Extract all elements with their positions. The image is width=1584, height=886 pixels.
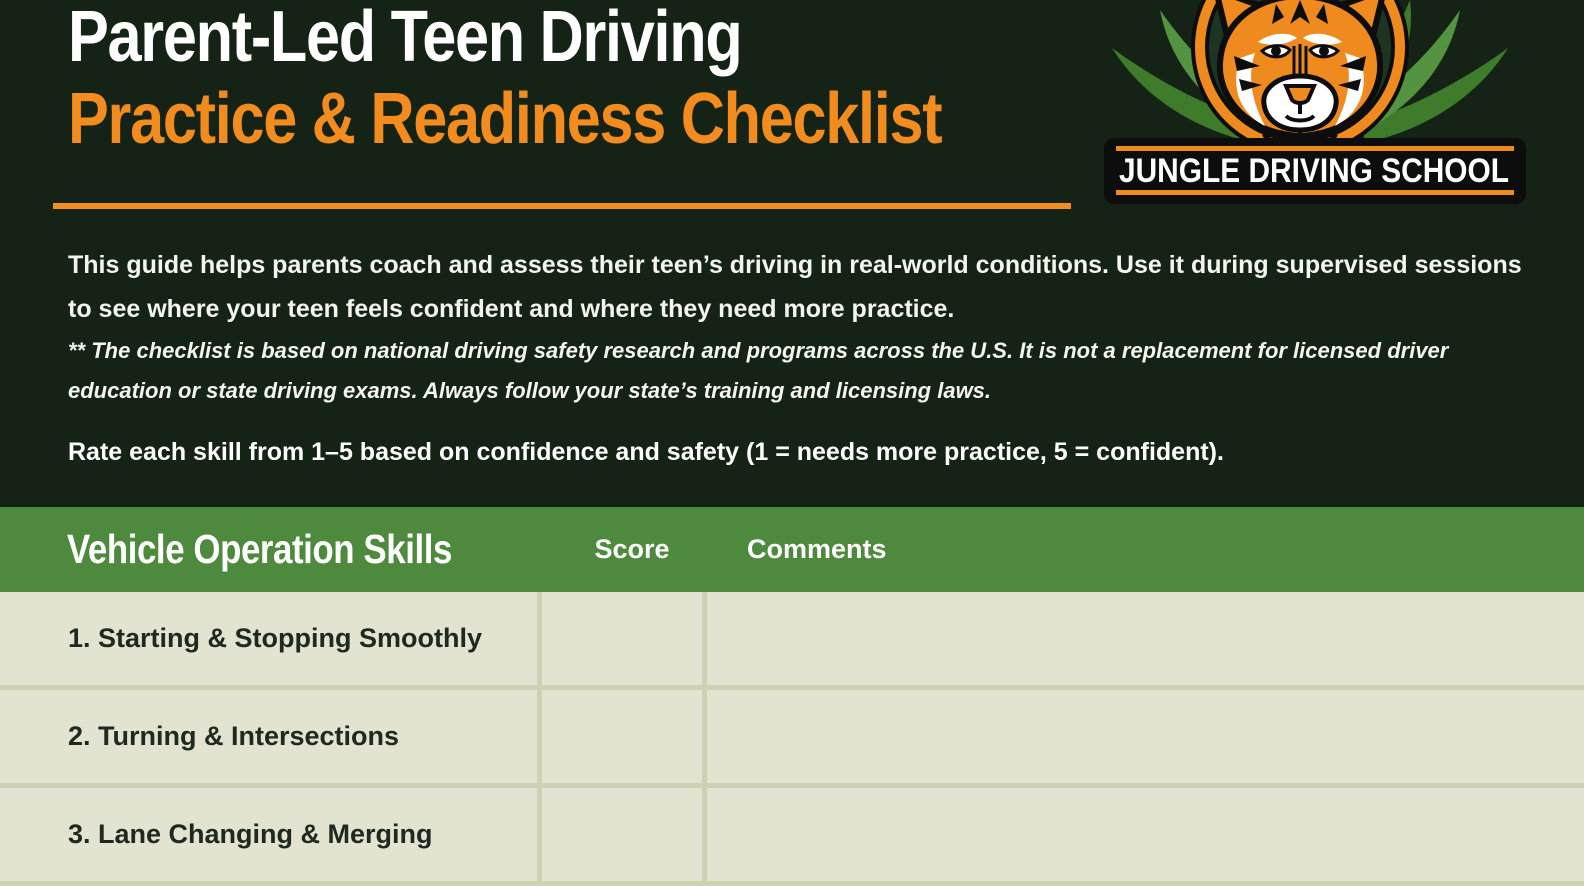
title-underline <box>53 203 1071 209</box>
score-cell[interactable] <box>542 788 707 881</box>
header-score-label: Score <box>594 534 670 564</box>
header-comments-label: Comments <box>747 534 887 564</box>
score-cell[interactable] <box>542 690 707 783</box>
page-title-line2: Practice & Readiness Checklist <box>68 79 943 159</box>
tiger-face-icon <box>1215 0 1385 152</box>
hero-section: Parent-Led Teen Driving Practice & Readi… <box>0 0 1584 507</box>
table-row: 3. Lane Changing & Merging <box>0 788 1584 886</box>
hero-copy: This guide helps parents coach and asses… <box>68 243 1538 467</box>
school-name-label: JUNGLE DRIVING SCHOOL <box>1119 152 1509 190</box>
skill-label: 3. Lane Changing & Merging <box>0 788 542 881</box>
disclaimer-note: ** The checklist is based on national dr… <box>68 338 1449 403</box>
school-logo: JUNGLE DRIVING SCHOOL <box>1090 0 1530 210</box>
page-title-line1: Parent-Led Teen Driving <box>68 0 743 77</box>
comments-cell[interactable] <box>707 592 1584 685</box>
skill-label: 2. Turning & Intersections <box>0 690 542 783</box>
skill-label: 1. Starting & Stopping Smoothly <box>0 592 542 685</box>
logo-banner: JUNGLE DRIVING SCHOOL <box>1104 138 1526 204</box>
skills-table: Vehicle Operation Skills Score Comments … <box>0 507 1584 886</box>
score-cell[interactable] <box>542 592 707 685</box>
tiger-logo-graphic: JUNGLE DRIVING SCHOOL <box>1104 0 1526 204</box>
header-skills-label: Vehicle Operation Skills <box>67 526 452 572</box>
page-title: Parent-Led Teen Driving Practice & Readi… <box>68 0 1096 160</box>
comments-cell[interactable] <box>707 690 1584 783</box>
comments-cell[interactable] <box>707 788 1584 881</box>
table-row: 2. Turning & Intersections <box>0 690 1584 788</box>
table-header-row: Vehicle Operation Skills Score Comments <box>0 507 1584 592</box>
table-row: 1. Starting & Stopping Smoothly <box>0 592 1584 690</box>
intro-paragraph: This guide helps parents coach and asses… <box>68 251 1522 323</box>
rating-instruction: Rate each skill from 1–5 based on confid… <box>68 438 1224 466</box>
